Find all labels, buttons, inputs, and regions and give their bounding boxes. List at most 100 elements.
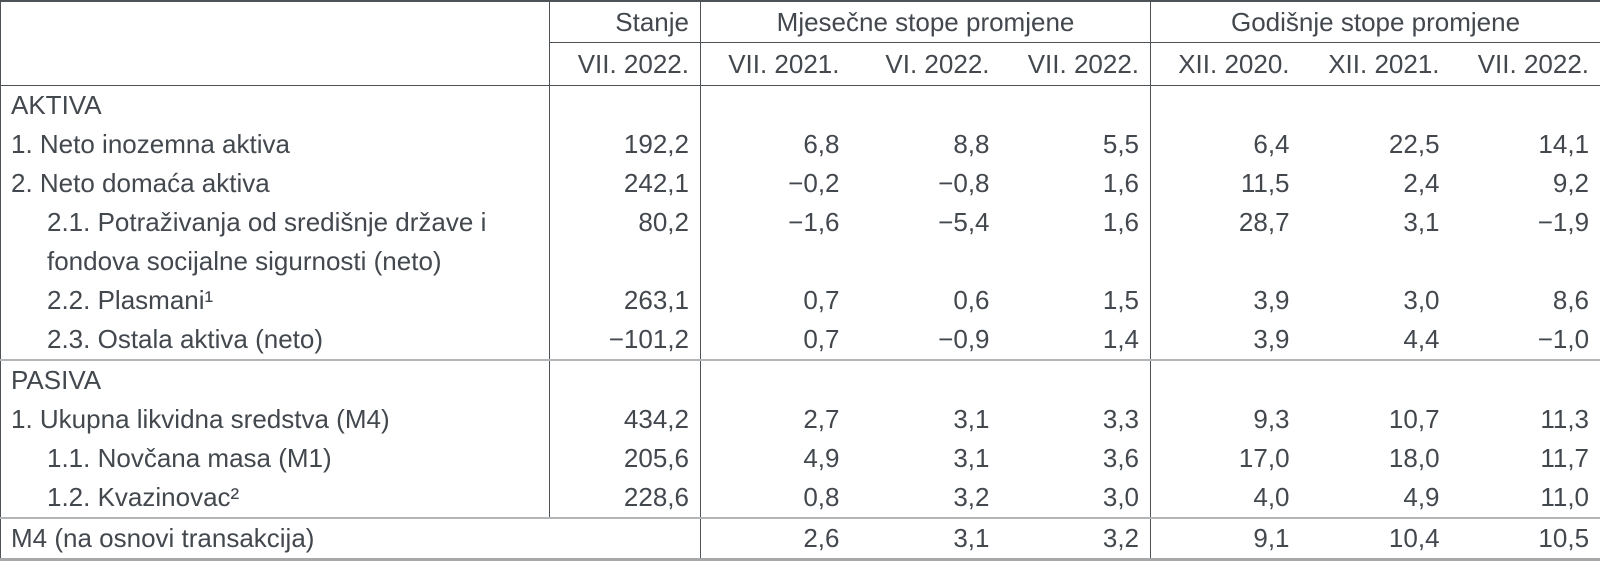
cell-value: 0,7	[803, 324, 840, 354]
cell-value: 6,4	[1253, 129, 1290, 159]
table-row-section-pasiva: PASIVA	[0, 359, 1600, 400]
cell-value: −1,9	[1537, 207, 1590, 237]
table-row-kvazinovac: 1.2. Kvazinovac² 228,6 0,8 3,2 3,0 4,0 4…	[0, 478, 1600, 518]
cell-value: 0,6	[953, 285, 990, 315]
cell-value: 3,1	[953, 404, 990, 434]
table-row-section-aktiva: AKTIVA	[0, 85, 1600, 126]
cell-value: 1,5	[1000, 281, 1152, 320]
cell-value: 1,6	[1000, 164, 1152, 203]
row-label: 1. Ukupna likvidna sredstva (M4)	[0, 400, 550, 439]
cell-value: 10,4	[1300, 517, 1451, 560]
cell-value: 9,1	[1150, 517, 1301, 560]
column-group-annual: Godišnje stope promjene	[1150, 1, 1600, 43]
cell-value: 205,6	[549, 439, 701, 478]
cell-value: 18,0	[1388, 443, 1440, 473]
cell-value: −101,2	[549, 320, 701, 360]
cell-value: 2,6	[700, 517, 851, 560]
cell-value: 11,0	[1540, 482, 1590, 512]
cell-value: 11,3	[1540, 404, 1590, 434]
cell-value: −1,0	[1537, 324, 1590, 354]
cell-value: 8,8	[953, 129, 990, 159]
cell-value: 3,9	[1253, 285, 1290, 315]
column-group-monthly: Mjesečne stope promjene	[700, 1, 1152, 43]
section-label-pasiva: PASIVA	[0, 359, 550, 400]
cell-value: 10,5	[1450, 517, 1600, 560]
cell-value: 9,2	[1552, 168, 1590, 198]
cell-value	[549, 359, 701, 400]
cell-value: 2,4	[1403, 168, 1440, 198]
cell-value: 11,7	[1540, 443, 1590, 473]
row-label: 1.2. Kvazinovac²	[0, 478, 550, 518]
cell-value: 17,0	[1238, 443, 1290, 473]
column-header-monthly-2: VI. 2022.	[850, 42, 1001, 86]
cell-value: 3,0	[1403, 285, 1440, 315]
table-row-m4-transakcije: M4 (na osnovi transakcija) 2,6 3,1 3,2 9…	[0, 517, 1600, 560]
cell-value: 242,1	[549, 164, 701, 203]
column-header-monthly-3: VII. 2022.	[1000, 42, 1152, 86]
section-label-aktiva: AKTIVA	[0, 85, 550, 125]
cell-value: 0,7	[803, 285, 840, 315]
cell-value: 263,1	[549, 281, 701, 320]
row-label: 2.2. Plasmani¹	[0, 281, 550, 320]
cell-value	[1151, 86, 1600, 126]
table-row-ostala-aktiva: 2.3. Ostala aktiva (neto) −101,2 0,7 −0,…	[0, 320, 1600, 360]
cell-value: 3,0	[1000, 478, 1152, 518]
cell-value: 4,9	[803, 443, 840, 473]
row-label: 1.1. Novčana masa (M1)	[0, 439, 550, 478]
cell-value: 5,5	[1000, 125, 1152, 164]
cell-value: 3,2	[1000, 517, 1152, 560]
table-row-novcana-masa: 1.1. Novčana masa (M1) 205,6 4,9 3,1 3,6…	[0, 439, 1600, 478]
cell-value: 434,2	[549, 400, 701, 439]
cell-value: 3,1	[850, 517, 1001, 560]
row-label: 1. Neto inozemna aktiva	[0, 125, 550, 164]
cell-value	[700, 85, 1152, 125]
cell-value: −0,9	[938, 324, 990, 354]
cell-value: 9,3	[1253, 404, 1290, 434]
column-header-monthly-1: VII. 2021.	[700, 42, 851, 86]
cell-value: 0,8	[803, 482, 840, 512]
cell-value: 4,0	[1253, 482, 1290, 512]
cell-value: −0,8	[938, 168, 990, 198]
cell-value: 1,4	[1000, 320, 1152, 360]
row-label: 2.1. Potraživanja od središnje države i …	[0, 203, 550, 281]
cell-value: 3,2	[953, 482, 990, 512]
cell-value: 80,2	[549, 203, 701, 281]
cell-value: 10,7	[1388, 404, 1440, 434]
column-header-annual-1: XII. 2020.	[1150, 42, 1301, 86]
table-row-neto-domaca-aktiva: 2. Neto domaća aktiva 242,1 −0,2 −0,8 1,…	[0, 164, 1600, 203]
cell-value: 6,8	[803, 129, 840, 159]
cell-value: 228,6	[549, 478, 701, 518]
cell-value: 4,9	[1403, 482, 1440, 512]
cell-value: 3,1	[953, 443, 990, 473]
cell-value: 192,2	[549, 125, 701, 164]
column-header-stanje-period: VII. 2022.	[549, 42, 701, 86]
column-group-stanje: Stanje	[549, 1, 701, 43]
column-header-annual-2: XII. 2021.	[1300, 42, 1451, 86]
cell-value: 2,7	[803, 404, 840, 434]
cell-value	[1150, 359, 1600, 400]
table-row-plasmani: 2.2. Plasmani¹ 263,1 0,7 0,6 1,5 3,9 3,0…	[0, 281, 1600, 320]
row-label: M4 (na osnovi transakcija)	[0, 517, 701, 560]
table-row-potrazivanja: 2.1. Potraživanja od središnje države i …	[0, 203, 1600, 281]
row-label: 2. Neto domaća aktiva	[0, 164, 550, 203]
cell-value: 3,9	[1253, 324, 1290, 354]
cell-value: 28,7	[1238, 207, 1290, 237]
cell-value: −5,4	[938, 207, 990, 237]
cell-value: 22,5	[1388, 129, 1440, 159]
cell-value: 11,5	[1240, 168, 1290, 198]
cell-value	[700, 359, 1152, 400]
cell-value	[549, 85, 701, 125]
table-row-ukupna-likvidna-sredstva: 1. Ukupna likvidna sredstva (M4) 434,2 2…	[0, 400, 1600, 439]
cell-value: 3,1	[1403, 207, 1440, 237]
cell-value: −0,2	[788, 168, 840, 198]
cell-value: 3,3	[1000, 400, 1152, 439]
cell-value: −1,6	[788, 207, 840, 237]
cell-value: 14,1	[1538, 129, 1590, 159]
corner-cell	[0, 1, 550, 86]
cell-value: 8,6	[1552, 285, 1590, 315]
cell-value: 1,6	[1000, 203, 1152, 281]
row-label: 2.3. Ostala aktiva (neto)	[0, 320, 550, 360]
table-row-neto-inozemna-aktiva: 1. Neto inozemna aktiva 192,2 6,8 8,8 5,…	[0, 125, 1600, 164]
